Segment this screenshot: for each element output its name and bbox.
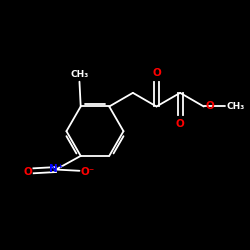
Text: CH₃: CH₃	[70, 70, 88, 79]
Text: O: O	[24, 167, 32, 177]
Text: O: O	[176, 119, 184, 129]
Text: N⁺: N⁺	[49, 164, 64, 173]
Text: O: O	[205, 102, 214, 112]
Text: CH₃: CH₃	[226, 102, 244, 111]
Text: O⁻: O⁻	[81, 167, 95, 177]
Text: O: O	[152, 68, 161, 78]
